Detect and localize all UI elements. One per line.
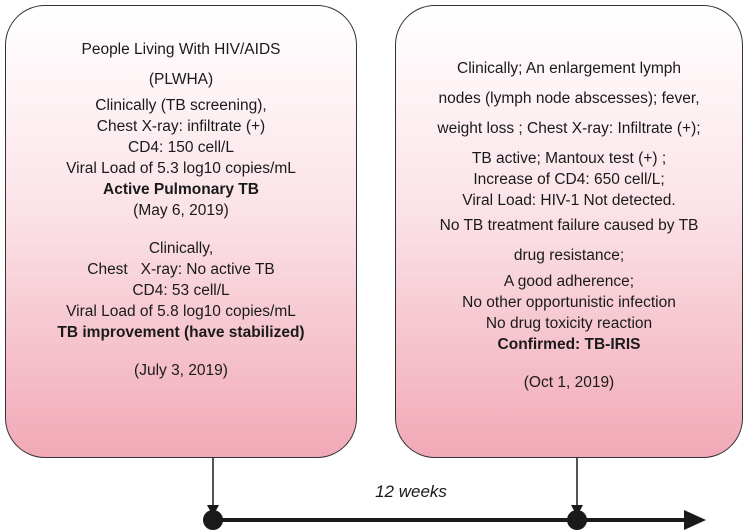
right-line: Increase of CD4: 650 cell/L; bbox=[473, 171, 665, 188]
right-date: (Oct 1, 2019) bbox=[523, 374, 615, 391]
right-line: A good adherence; bbox=[503, 273, 635, 290]
left-line: (PLWHA) bbox=[148, 71, 214, 88]
left-date-2: (July 3, 2019) bbox=[134, 362, 228, 379]
timeline-node-end bbox=[567, 510, 587, 530]
left-improvement: TB improvement (have stabilized) bbox=[57, 324, 305, 341]
right-line: No drug toxicity reaction bbox=[485, 315, 653, 332]
right-line: No TB treatment failure caused by TB bbox=[439, 217, 699, 234]
right-clinical-box: Clinically; An enlargement lymph nodes (… bbox=[395, 5, 743, 458]
right-line: Viral Load: HIV-1 Not detected. bbox=[462, 192, 676, 209]
left-line: CD4: 53 cell/L bbox=[132, 282, 230, 299]
right-line: nodes (lymph node abscesses); fever, bbox=[438, 90, 700, 107]
right-line: No other opportunistic infection bbox=[462, 294, 676, 311]
left-date-1: (May 6, 2019) bbox=[133, 202, 229, 219]
left-line: Chest X-ray: infiltrate (+) bbox=[96, 118, 266, 135]
right-line: Clinically; An enlargement lymph bbox=[457, 60, 681, 77]
left-diagnosis: Active Pulmonary TB bbox=[103, 181, 259, 198]
interval-label: 12 weeks bbox=[375, 482, 447, 501]
timeline-arrowhead bbox=[684, 510, 706, 530]
timeline-node-start bbox=[203, 510, 223, 530]
left-line: CD4: 150 cell/L bbox=[128, 139, 234, 156]
right-line: weight loss ; Chest X-ray: Infiltrate (+… bbox=[437, 120, 701, 137]
right-line: drug resistance; bbox=[513, 247, 625, 264]
left-line: Clinically (TB screening), bbox=[95, 97, 267, 114]
left-line: Viral Load of 5.3 log10 copies/mL bbox=[66, 160, 296, 177]
right-confirmed: Confirmed: TB-IRIS bbox=[497, 336, 641, 353]
left-line: Viral Load of 5.8 log10 copies/mL bbox=[66, 303, 296, 320]
left-line: People Living With HIV/AIDS bbox=[81, 41, 281, 58]
left-line: Chest X-ray: No active TB bbox=[87, 261, 275, 278]
right-line: TB active; Mantoux test (+) ; bbox=[471, 150, 667, 167]
left-line: Clinically, bbox=[148, 240, 214, 257]
left-clinical-box: People Living With HIV/AIDS (PLWHA) Clin… bbox=[5, 5, 357, 458]
